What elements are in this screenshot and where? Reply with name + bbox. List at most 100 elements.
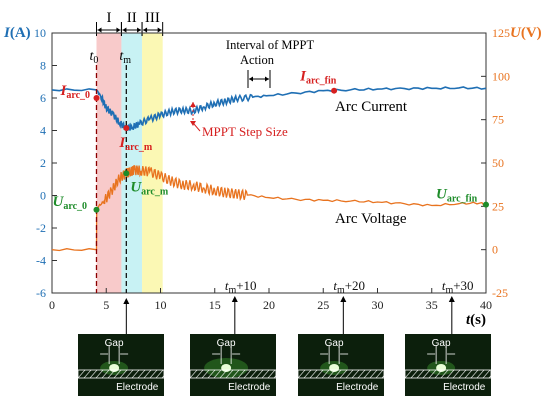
photo-background — [298, 334, 384, 396]
electrode-hatch — [381, 369, 390, 379]
x-tick-label: 5 — [103, 298, 109, 312]
x-tick-label: 30 — [372, 298, 384, 312]
electrode-hatch — [375, 369, 384, 379]
region-2 — [121, 33, 143, 293]
electrode-hatch — [167, 369, 176, 379]
electrode-hatch — [189, 369, 198, 379]
electrode-hatch — [179, 369, 188, 379]
point-label-i-arc-fin: Iarc_fin — [299, 69, 337, 87]
y-right-tick-label: -25 — [492, 286, 508, 300]
region-1 — [96, 33, 122, 293]
interval-arrowhead — [249, 76, 253, 82]
y-right-tick-label: 75 — [492, 113, 504, 127]
region-arrowhead — [143, 27, 148, 33]
electrode-hatch — [243, 369, 252, 379]
inset-photo-2: Gap Electrode — [189, 334, 300, 396]
electrode-hatch — [422, 369, 431, 379]
electrode-hatch — [404, 369, 413, 379]
electrode-hatch — [410, 369, 419, 379]
electrode-hatch — [219, 369, 228, 379]
electrode-hatch — [458, 369, 467, 379]
point-marker — [123, 170, 130, 177]
electrode-hatch — [345, 369, 354, 379]
arc-voltage-line — [51, 165, 487, 252]
electrode-label: Electrode — [116, 382, 159, 393]
point-label-i-arc-0: Iarc_0 — [59, 83, 90, 101]
photo-background — [405, 334, 491, 396]
electrode-hatch — [149, 369, 158, 379]
electrode-hatch — [309, 369, 318, 379]
electrode-label: Electrode — [443, 382, 486, 393]
inset-photo-3: Gap Electrode — [297, 334, 408, 396]
electrode-hatch — [446, 369, 455, 379]
photo-arrowhead — [448, 296, 455, 302]
electrode-hatch — [261, 369, 270, 379]
electrode-hatch — [321, 369, 330, 379]
y-left-tick-label: 2 — [40, 156, 46, 170]
gap-label: Gap — [325, 338, 344, 349]
electrode-hatch — [393, 369, 402, 379]
photo-background — [78, 334, 164, 396]
electrode-label: Electrode — [336, 382, 379, 393]
interval-title-line-1: Interval of MPPT — [226, 38, 315, 52]
y-left-tick-label: 10 — [34, 26, 46, 40]
electrode-hatch — [95, 369, 104, 379]
electrode-hatch — [452, 369, 461, 379]
interval-title-line-2: Action — [240, 53, 275, 67]
y-right-tick-label: 125 — [492, 26, 510, 40]
data-series — [51, 86, 487, 252]
y-left-tick-label: 0 — [40, 189, 46, 203]
region-arrowhead — [97, 27, 102, 33]
electrode-hatch — [339, 369, 348, 379]
electrode-hatch — [237, 369, 246, 379]
y-left-axis-title: I(A) — [3, 25, 31, 41]
x-tick-label: 15 — [209, 298, 221, 312]
electrode-hatch — [387, 369, 396, 379]
electrode-hatch — [113, 369, 122, 379]
electrode-hatch — [107, 369, 116, 379]
electrode-hatch — [369, 369, 378, 379]
electrode-hatch — [249, 369, 258, 379]
y-left-tick-label: -6 — [36, 286, 46, 300]
y-right-axis-title: U(V) — [510, 25, 542, 41]
electrode-hatch — [143, 369, 152, 379]
electrode-hatch — [327, 369, 336, 379]
y-left-tick-label: -2 — [36, 221, 46, 235]
electrode-label: Electrode — [228, 382, 271, 393]
inset-photo-4: Gap Electrode — [404, 334, 515, 396]
step-size-arrowhead — [190, 121, 196, 126]
electrode-hatch — [231, 369, 240, 379]
region-arrowhead — [116, 27, 121, 33]
y-right-tick-label: 0 — [492, 243, 498, 257]
mppt-step-size-label: MPPT Step Size — [202, 124, 288, 139]
electrode-hatch — [161, 369, 170, 379]
electrode-hatch — [201, 369, 210, 379]
electrode-hatch — [351, 369, 360, 379]
interval-arrowhead — [265, 76, 269, 82]
region-label: II — [127, 10, 137, 26]
region-label: I — [106, 10, 111, 26]
region-3 — [142, 33, 163, 293]
x-tick-label: 20 — [263, 298, 275, 312]
electrode-hatch — [297, 369, 306, 379]
electrode-hatch — [273, 369, 282, 379]
electrode-hatch — [137, 369, 146, 379]
step-size-leader — [193, 123, 201, 132]
x-tick-label: 35 — [426, 298, 438, 312]
electrode-hatch — [173, 369, 182, 379]
arc-current-line — [51, 86, 487, 131]
electrode-hatch — [357, 369, 366, 379]
y-left-tick-label: 6 — [40, 91, 46, 105]
point-marker — [93, 95, 100, 101]
gap-label: Gap — [217, 338, 236, 349]
electrode-hatch — [255, 369, 264, 379]
electrode-hatch — [119, 369, 128, 379]
electrode-hatch — [464, 369, 473, 379]
photo-background — [190, 334, 276, 396]
y-left-tick-label: 8 — [40, 59, 46, 73]
electrode-hatch — [416, 369, 425, 379]
electrode-hatch — [482, 369, 491, 379]
electrode-hatch — [155, 369, 164, 379]
